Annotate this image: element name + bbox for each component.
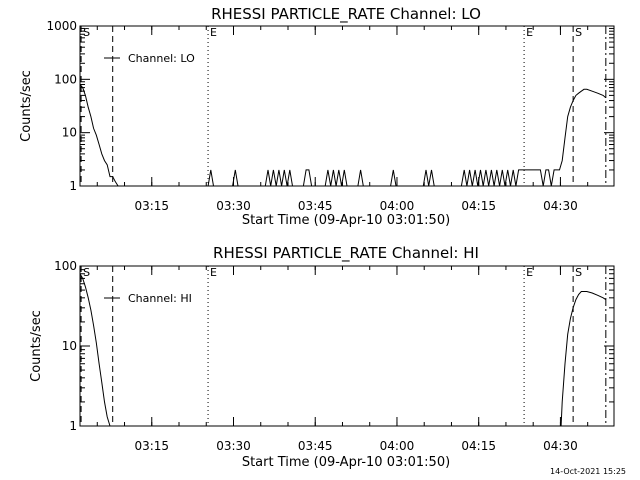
footer-timestamp: 14-Oct-2021 15:25 (550, 467, 626, 476)
hi-chart-title: RHESSI PARTICLE_RATE Channel: HI (213, 244, 479, 263)
lo-y-tick-label: 1000 (46, 19, 77, 33)
hi-x-tick-label: 04:15 (461, 439, 496, 453)
hi-legend-label: Channel: HI (128, 292, 192, 305)
lo-chart-title: RHESSI PARTICLE_RATE Channel: LO (211, 5, 481, 24)
lo-y-tick-label: 1 (69, 179, 77, 193)
lo-plot-frame (80, 26, 614, 186)
lo-x-tick-label: 03:30 (216, 199, 251, 213)
lo-series-line-0 (80, 85, 606, 187)
lo-x-axis-label: Start Time (09-Apr-10 03:01:50) (242, 213, 450, 228)
hi-x-tick-label: 03:45 (298, 439, 333, 453)
hi-x-tick-label: 03:15 (134, 439, 169, 453)
hi-marker-label-2: E (526, 266, 533, 279)
lo-x-tick-label: 04:30 (543, 199, 578, 213)
hi-x-tick-label: 04:00 (380, 439, 415, 453)
lo-x-tick-label: 04:15 (461, 199, 496, 213)
lo-x-tick-label: 03:15 (134, 199, 169, 213)
hi-series-line-1 (561, 292, 606, 427)
hi-x-axis-label: Start Time (09-Apr-10 03:01:50) (242, 455, 450, 470)
hi-marker-label-0: S (83, 266, 90, 279)
hi-plot-frame (80, 266, 614, 426)
lo-legend-label: Channel: LO (128, 52, 195, 65)
hi-y-axis-label: Counts/sec (29, 310, 44, 382)
lo-x-tick-label: 03:45 (298, 199, 333, 213)
lo-marker-label-0: S (83, 26, 90, 39)
hi-marker-label-3: S (575, 266, 582, 279)
lo-y-axis-label: Counts/sec (19, 70, 34, 142)
hi-x-tick-label: 04:30 (543, 439, 578, 453)
hi-panel: RHESSI PARTICLE_RATE Channel: HI 110100 … (29, 244, 614, 470)
lo-panel: RHESSI PARTICLE_RATE Channel: LO 1 10 100 1… (19, 5, 614, 228)
particle-rate-chart: RHESSI PARTICLE_RATE Channel: LO 1 10 100 1… (0, 0, 640, 480)
hi-y-tick-label: 1 (69, 419, 77, 433)
hi-marker-label-1: E (210, 266, 217, 279)
lo-y-tick-label: 100 (54, 72, 77, 86)
lo-y-tick-label: 10 (62, 126, 77, 140)
lo-marker-label-3: S (575, 26, 582, 39)
hi-x-tick-label: 03:30 (216, 439, 251, 453)
hi-y-tick-label: 10 (62, 339, 77, 353)
hi-y-tick-label: 100 (54, 259, 77, 273)
lo-x-tick-label: 04:00 (380, 199, 415, 213)
lo-marker-label-1: E (210, 26, 217, 39)
lo-marker-label-2: E (526, 26, 533, 39)
